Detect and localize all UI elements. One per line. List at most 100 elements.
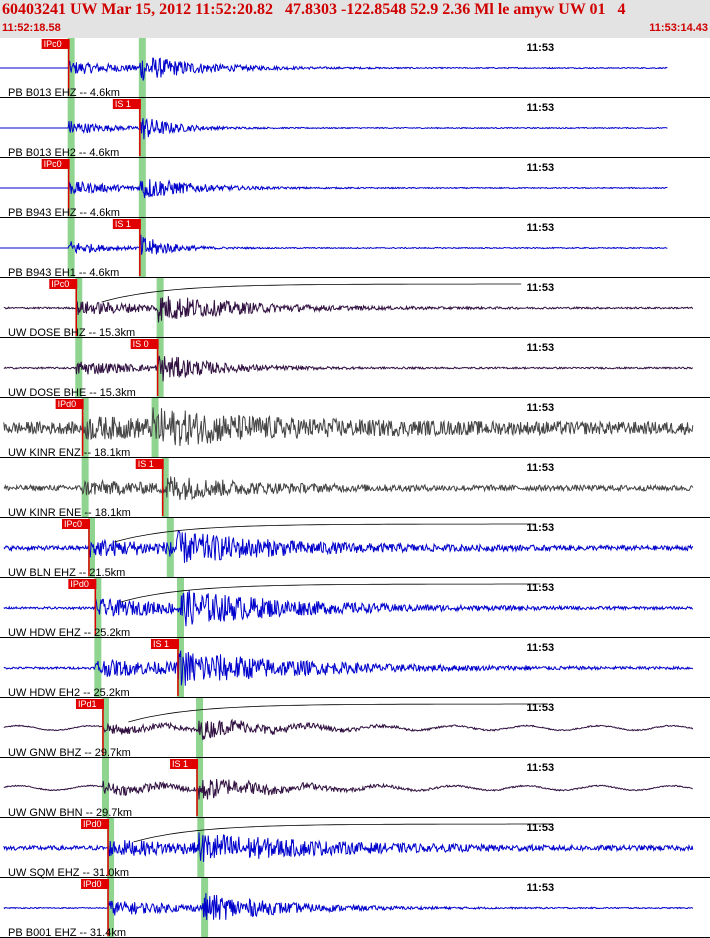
trace-row: IS 1 11:53 UW HDW EH2 -- 25.2km [0,638,710,699]
time-tick-label: 11:53 [527,522,555,534]
window-end-time: 11:53:14.43 [649,22,708,34]
pick-label-box [41,39,70,49]
trace-row: IPd1 11:53 UW GNW BHZ -- 29.7km [0,698,710,759]
pick-label: IS 1 [138,459,154,469]
pick-label-box [112,219,141,229]
waveform [3,590,694,627]
channel-label: UW GNW BHZ -- 29.7km [8,747,131,759]
channel-label: UW GNW BHN -- 29.7km [8,807,132,819]
trace-row: IS 1 11:53 PB B013 EH2 -- 4.6km [0,98,710,159]
pick-label-box [81,879,110,889]
time-tick-label: 11:53 [527,402,555,414]
channel-label: UW KINR ENZ -- 18.1km [8,447,130,459]
p-pick-window [94,638,102,698]
p-pick-window [67,218,75,278]
waveform [3,650,694,686]
coda-curve [133,823,553,843]
s-pick-window [176,638,184,698]
pick-label-box [81,819,110,829]
waveform [3,476,694,501]
time-tick-label: 11:53 [527,162,555,174]
pick-label-box [150,639,179,649]
pick-label: IPc0 [64,519,82,529]
waveform [0,118,668,140]
p-pick-window [81,458,89,518]
time-tick-label: 11:53 [527,642,555,654]
trace-row: IPc0 11:53 PB B013 EHZ -- 4.6km [0,38,710,99]
event-header: 60403241 UW Mar 15, 2012 11:52:20.82 47.… [0,0,710,38]
waveform [3,529,694,563]
pick-label-box [130,339,159,349]
waveform [3,355,694,382]
coda-curve [128,703,548,723]
waveform [0,234,668,255]
time-tick-label: 11:53 [527,702,555,714]
trace-row: IPc0 11:53 UW DOSE BHZ -- 15.3km [0,278,710,339]
trace-row: IS 1 11:53 UW KINR ENE -- 18.1km [0,458,710,519]
channel-label: UW SQM EHZ -- 31.0km [8,867,129,879]
time-tick-label: 11:53 [527,762,555,774]
time-tick-label: 11:53 [527,42,555,54]
s-pick-window [197,818,205,878]
pick-label: IPd0 [83,879,102,889]
coda-curve [114,523,534,543]
pick-label-box [49,279,78,289]
trace-row: IPc0 11:53 UW BLN EHZ -- 21.5km [0,518,710,579]
pick-label: IS 1 [115,99,131,109]
pick-label: IPc0 [44,39,62,49]
pick-label: IS 1 [115,219,131,229]
pick-label-box [170,759,199,769]
pick-label-box [55,399,84,409]
coda-curve [120,583,541,603]
waveform [3,296,694,323]
pick-label: IPd0 [70,579,89,589]
channel-label: PB B943 EHZ -- 4.6km [8,207,120,219]
pick-label: IPd0 [58,399,77,409]
channel-label: PB B013 EHZ -- 4.6km [8,87,120,99]
pick-label: IS 0 [133,339,149,349]
channel-label: UW HDW EH2 -- 25.2km [8,687,130,699]
waveform [3,778,693,800]
trace-row: IS 1 11:53 PB B943 EH1 -- 4.6km [0,218,710,279]
p-pick-window [87,518,95,578]
trace-row: IS 0 11:53 UW DOSE BHE -- 15.3km [0,338,710,399]
coda-curve [101,283,522,303]
window-start-time: 11:52:18.58 [2,22,61,34]
trace-row: IPd0 11:53 UW SQM EHZ -- 31.0km [0,818,710,879]
p-pick-window [101,698,109,758]
trace-row: IPd0 11:53 PB B001 EHZ -- 31.4km [0,878,710,938]
time-tick-label: 11:53 [527,102,555,114]
channel-label: UW DOSE BHZ -- 15.3km [8,327,135,339]
channel-label: UW KINR ENE -- 18.1km [8,507,131,519]
pick-label: IS 1 [153,639,169,649]
time-tick-label: 11:53 [527,822,555,834]
pick-label-box [75,699,104,709]
waveform [0,57,668,81]
time-tick-label: 11:53 [527,282,555,294]
channel-label: UW HDW EHZ -- 25.2km [8,627,130,639]
trace-row: IPd0 11:53 UW KINR ENZ -- 18.1km [0,398,710,459]
waveform [3,718,694,741]
time-tick-label: 11:53 [527,462,555,474]
time-tick-label: 11:53 [527,882,555,894]
channel-label: UW DOSE BHE -- 15.3km [8,387,136,399]
pick-label-box [61,519,90,529]
channel-label: UW BLN EHZ -- 21.5km [8,567,125,579]
trace-row: IPc0 11:53 PB B943 EHZ -- 4.6km [0,158,710,219]
waveform [0,178,668,199]
pick-label-box [135,459,164,469]
pick-label: IPc0 [44,159,62,169]
time-tick-label: 11:53 [527,342,555,354]
pick-label: IPc0 [51,279,69,289]
waveform [3,407,694,447]
trace-row: IPd0 11:53 UW HDW EHZ -- 25.2km [0,578,710,639]
s-pick-window [161,458,169,518]
waveform [3,893,694,921]
p-pick-window [94,578,102,638]
channel-label: PB B013 EH2 -- 4.6km [8,147,119,159]
waveform [3,832,694,862]
pick-label-box [112,99,141,109]
event-title: 60403241 UW Mar 15, 2012 11:52:20.82 47.… [2,1,626,18]
